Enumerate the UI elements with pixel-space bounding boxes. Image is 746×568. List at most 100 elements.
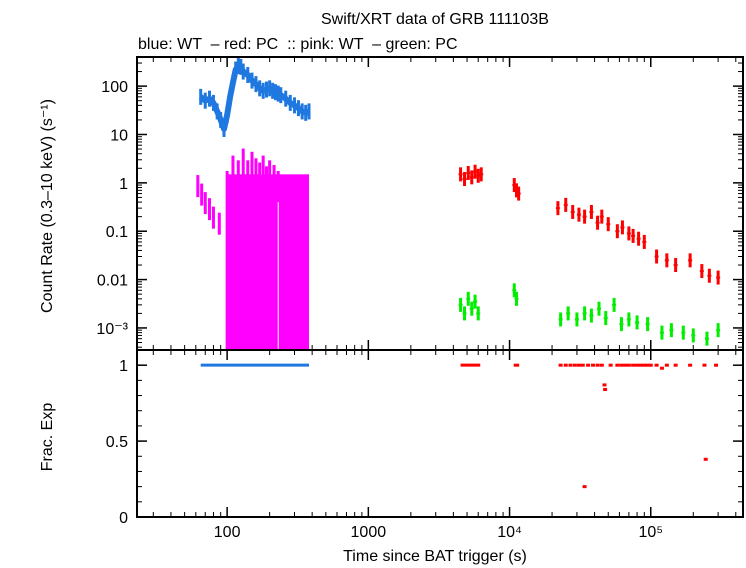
- frac-point: [631, 363, 636, 367]
- frac-point: [563, 363, 568, 367]
- data-point: [236, 58, 240, 75]
- frac-series-pc-red: [460, 363, 719, 489]
- data-point: [307, 103, 311, 120]
- y-tick-label: 1: [119, 358, 128, 375]
- series-pc-red: [458, 164, 721, 285]
- frac-point: [664, 363, 669, 367]
- data-point: [284, 90, 288, 107]
- data-point: [196, 175, 200, 198]
- data-point: [279, 87, 283, 104]
- data-point: [250, 72, 254, 89]
- frac-point: [638, 363, 643, 367]
- frac-point: [582, 485, 587, 489]
- frac-point: [648, 363, 653, 367]
- data-point: [207, 198, 211, 221]
- series-pc-green: [458, 283, 721, 346]
- frac-point: [619, 363, 624, 367]
- bottom-y-axis-label: Frac. Exp: [39, 403, 56, 472]
- y-tick-label: 0: [119, 510, 128, 527]
- frac-point: [642, 363, 647, 367]
- frac-point: [714, 363, 719, 367]
- data-point: [271, 82, 275, 99]
- x-tick-label: 10⁵: [639, 524, 663, 541]
- data-point: [264, 81, 268, 98]
- frac-point: [659, 366, 664, 370]
- frac-point: [558, 363, 563, 367]
- y-tick-label: 0.1: [106, 224, 128, 241]
- x-tick-label: 1000: [351, 524, 387, 541]
- series-wt-pink: [196, 148, 310, 349]
- data-point: [200, 183, 204, 206]
- frac-point: [623, 363, 628, 367]
- frac-point: [591, 363, 596, 367]
- bottom-y-tick-labels: 00.51: [106, 358, 128, 527]
- data-point: [268, 80, 272, 97]
- y-tick-label: 10: [110, 127, 128, 144]
- data-point: [203, 92, 207, 109]
- count-rate-panel: 10⁻³ 0.01 0.1 1 10 100: [96, 56, 744, 351]
- frac-point: [603, 387, 608, 391]
- frac-point: [703, 457, 708, 461]
- data-point: [239, 58, 243, 75]
- series-wt-blue: [198, 58, 311, 137]
- frac-point: [586, 363, 591, 367]
- frac-point: [608, 363, 613, 367]
- bottom-plot-frame: [136, 349, 744, 518]
- data-point: [300, 103, 304, 120]
- frac-point: [595, 363, 600, 367]
- data-point: [207, 90, 211, 107]
- frac-point: [576, 363, 581, 367]
- data-point: [246, 66, 250, 83]
- data-point: [199, 88, 203, 105]
- x-tick-labels: 100 1000 10⁴ 10⁵: [214, 524, 663, 541]
- frac-point: [645, 363, 650, 367]
- frac-point: [673, 363, 678, 367]
- frac-point: [599, 363, 604, 367]
- y-tick-label: 0.5: [106, 434, 128, 451]
- y-tick-label: 10⁻³: [96, 321, 128, 338]
- data-point: [222, 120, 226, 137]
- data-point: [203, 192, 207, 215]
- data-point: [288, 94, 292, 111]
- data-point: [211, 206, 215, 229]
- data-point: [273, 84, 277, 101]
- data-point: [261, 82, 265, 99]
- series-fill: [227, 174, 310, 349]
- chart-subtitle: blue: WT – red: PC :: pink: WT – green: …: [138, 36, 458, 53]
- frac-point: [568, 363, 573, 367]
- top-y-tick-labels: 10⁻³ 0.01 0.1 1 10 100: [96, 79, 128, 338]
- frac-point: [702, 363, 707, 367]
- data-point: [241, 63, 245, 80]
- data-point: [231, 74, 235, 91]
- frac-point: [615, 363, 620, 367]
- frac-point: [602, 383, 607, 387]
- x-axis-label: Time since BAT trigger (s): [343, 548, 527, 565]
- frac-point: [635, 363, 640, 367]
- data-point: [219, 111, 223, 128]
- y-tick-label: 1: [119, 176, 128, 193]
- data-point: [254, 76, 258, 93]
- x-tick-label: 10⁴: [497, 524, 522, 541]
- y-tick-label: 0.01: [97, 273, 128, 290]
- data-point: [276, 85, 280, 102]
- data-point: [215, 103, 219, 120]
- top-y-axis-label: Count Rate (0.3–10 keV) (s⁻¹): [39, 99, 56, 313]
- data-point: [225, 107, 229, 124]
- data-point: [234, 61, 238, 78]
- data-point: [296, 100, 300, 117]
- data-point: [211, 94, 215, 111]
- data-point: [217, 212, 221, 235]
- y-tick-label: 100: [101, 79, 128, 96]
- frac-point: [654, 363, 659, 367]
- frac-point: [688, 363, 693, 367]
- x-tick-label: 100: [214, 524, 241, 541]
- chart-title: Swift/XRT data of GRB 111103B: [321, 11, 549, 28]
- series-line: [198, 63, 311, 132]
- frac-point: [572, 363, 577, 367]
- data-point: [304, 104, 308, 121]
- data-point: [228, 88, 232, 105]
- frac-point: [626, 363, 631, 367]
- data-point: [258, 80, 262, 97]
